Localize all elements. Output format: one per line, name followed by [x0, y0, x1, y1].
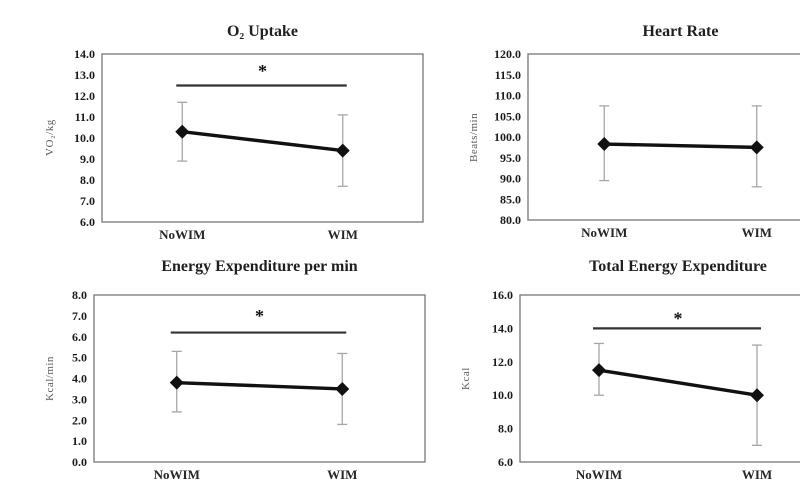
data-point-marker [750, 388, 764, 403]
y-tick-label: 85.0 [500, 192, 521, 206]
data-point-marker [335, 381, 350, 396]
plot-frame [519, 294, 800, 463]
o2-uptake-plot: 6.0 7.0 8.0 9.0 10.0 11.0 12.0 13.0 14.0 NoWIM WIM… [74, 47, 424, 242]
x-category-label: NoWIM [154, 467, 200, 482]
y-tick-label: 115.0 [495, 68, 521, 82]
chart-o2-uptake: O₂ Uptake VO₂/kg 6.0 7.0 8.0 9.0 10.0 11.0 12.… [40, 16, 440, 242]
y-tick-label: 11.0 [75, 110, 95, 124]
significance-asterisk: * [255, 306, 264, 326]
x-category-label: NoWIM [576, 467, 622, 482]
figure-grid: O₂ Uptake VO₂/kg 6.0 7.0 8.0 9.0 10.0 11.0 12.… [40, 16, 800, 482]
chart-title-energy-expenditure-per-min: Energy Expenditure per min [161, 258, 358, 275]
y-tick-label: 6.0 [498, 455, 513, 469]
y-tick-label: 7.0 [72, 309, 87, 323]
data-point-marker [169, 375, 184, 390]
data-point-marker [597, 137, 612, 152]
chart-title-heart-rate: Heart Rate [642, 23, 719, 40]
chart-title-total-energy-expenditure: Total Energy Expenditure [589, 258, 767, 275]
x-category-label: WIM [742, 225, 772, 240]
y-tick-label: 2.0 [72, 413, 87, 427]
y-tick-label: 1.0 [72, 434, 87, 448]
y-tick-label: 90.0 [500, 172, 521, 186]
x-category-label: WIM [328, 227, 358, 242]
data-point-marker [175, 124, 190, 139]
y-tick-label: 16.0 [492, 288, 513, 302]
heart-rate-plot: 80.0 85.0 90.0 95.0 100.0 105.0 110.0 115.0 120.… [494, 47, 800, 240]
data-point-marker [749, 140, 764, 155]
chart-total-energy-expenditure: Total Energy Expenditure Kcal 6.0 8.0 10.0… [440, 251, 800, 482]
y-tick-label: 14.0 [492, 321, 513, 335]
y-tick-label: 105.0 [494, 109, 521, 123]
x-category-label: WIM [327, 467, 357, 482]
y-tick-label: 8.0 [80, 173, 95, 187]
data-point-marker [335, 143, 350, 158]
y-tick-label: 110.0 [495, 89, 521, 103]
y-tick-label: 7.0 [80, 194, 95, 208]
y-tick-label: 8.0 [72, 288, 87, 302]
y-tick-label: 8.0 [498, 422, 513, 436]
plot-frame [101, 53, 424, 223]
y-tick-label: 100.0 [494, 130, 521, 144]
total-energy-expenditure-plot: 6.0 8.0 10.0 12.0 14.0 16.0 NoWIM WIM * [492, 288, 800, 482]
plot-frame [527, 53, 800, 221]
mean-line [598, 368, 758, 397]
y-tick-label: 9.0 [80, 152, 95, 166]
data-point-marker [592, 363, 606, 378]
y-tick-label: 95.0 [500, 151, 521, 165]
y-tick-label: 12.0 [492, 355, 513, 369]
chart-title-o2-uptake: O₂ Uptake [226, 23, 299, 40]
significance-asterisk: * [674, 308, 683, 328]
chart-heart-rate: Heart Rate Beats/min 80.0 85.0 90.0 95.0 100… [440, 16, 800, 240]
y-tick-label: 10.0 [492, 388, 513, 402]
y-tick-label: 5.0 [72, 351, 87, 365]
plot-frame [93, 294, 426, 463]
x-category-label: WIM [742, 467, 772, 482]
y-tick-label: 4.0 [72, 372, 87, 386]
y-tick-label: 6.0 [80, 215, 95, 229]
y-tick-label: 120.0 [494, 47, 521, 61]
mean-line [176, 380, 343, 391]
energy-expenditure-per-min-plot: 0.0 1.0 2.0 3.0 4.0 5.0 6.0 7.0 8.0 NoWIM WIM * [72, 288, 426, 482]
y-tick-label: 80.0 [500, 213, 521, 227]
mean-line [182, 130, 343, 153]
mean-line [604, 142, 757, 150]
y-tick-label: 0.0 [72, 455, 87, 469]
y-tick-label: 6.0 [72, 330, 87, 344]
y-tick-label: 12.0 [74, 89, 95, 103]
chart-energy-expenditure-per-min: Energy Expenditure per min Kcal/min 0.0 1… [40, 251, 440, 482]
x-category-label: NoWIM [159, 227, 205, 242]
y-tick-label: 14.0 [74, 47, 95, 61]
y-tick-label: 3.0 [72, 392, 87, 406]
y-tick-label: 10.0 [74, 131, 95, 145]
significance-asterisk: * [258, 61, 267, 81]
y-tick-label: 13.0 [74, 68, 95, 82]
x-category-label: NoWIM [581, 225, 627, 240]
